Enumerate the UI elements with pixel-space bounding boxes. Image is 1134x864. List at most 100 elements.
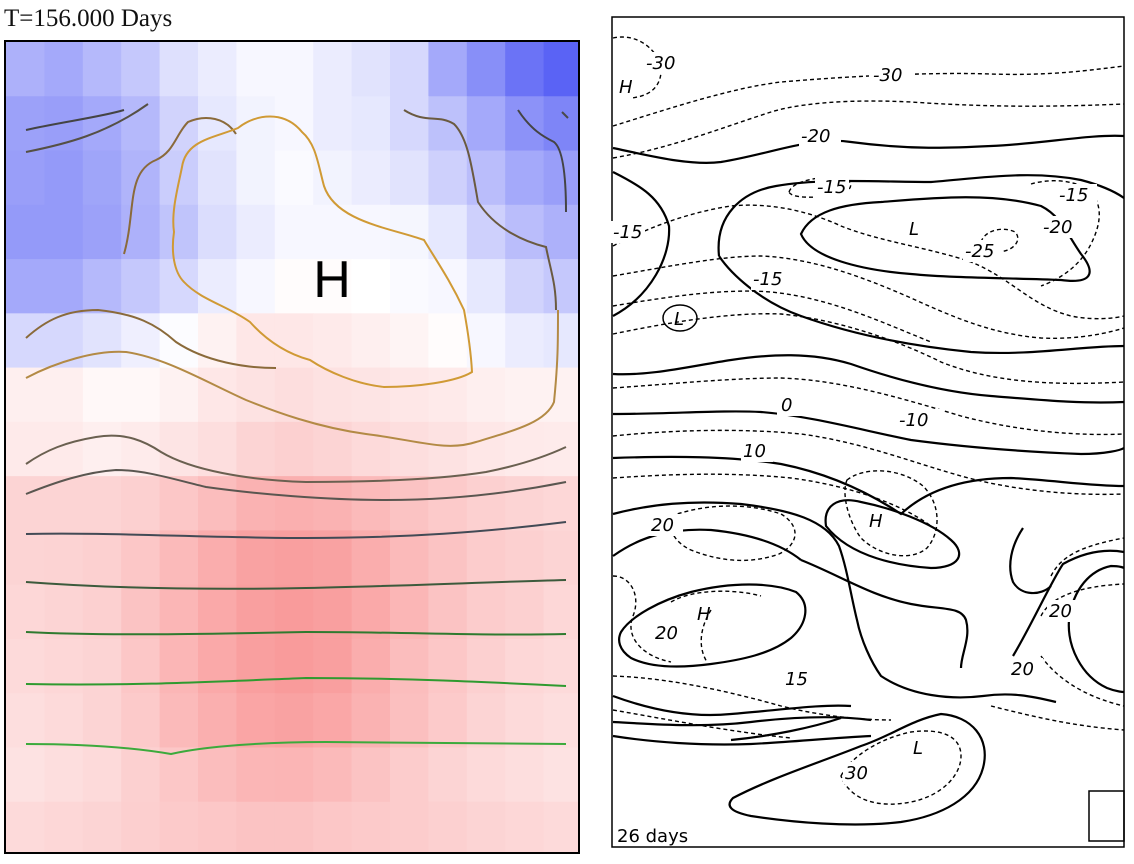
temperature-heatmap-panel: H (4, 40, 580, 854)
heatmap-cell (236, 476, 276, 531)
heatmap-cell (543, 747, 578, 803)
contour-label: 30 (845, 763, 868, 784)
heatmap-cell (198, 476, 237, 531)
contour-line (25, 434, 567, 484)
heatmap-cell (6, 421, 45, 477)
heatmap-cell (390, 259, 429, 314)
heatmap-cell (351, 96, 391, 152)
contour-line (25, 109, 125, 131)
heatmap-cell (505, 693, 545, 749)
contour-line (25, 103, 149, 153)
solid-contour (612, 694, 852, 717)
dashed-contour (1040, 655, 1125, 707)
heatmap-cell (505, 150, 545, 206)
heatmap-cell (159, 693, 199, 749)
dashed-contour (1040, 583, 1125, 617)
heatmap-cell (390, 150, 429, 206)
heatmap-cell (44, 150, 84, 206)
dashed-contour (1050, 537, 1125, 577)
heatmap-cell (82, 584, 122, 640)
heatmap-cell (159, 204, 199, 260)
heatmap-cell (6, 801, 45, 852)
heatmap-cell (159, 801, 199, 852)
solid-contour (1067, 619, 1125, 694)
heatmap-cell (198, 367, 237, 423)
heatmap-cell (44, 693, 84, 749)
heatmap-cell (428, 421, 468, 477)
solid-contour (730, 716, 842, 742)
heatmap-cell (466, 259, 506, 314)
contour-label: -20 (1043, 217, 1072, 238)
heatmap-cell (236, 747, 276, 803)
heatmap-cell (121, 584, 161, 640)
heatmap-cell (543, 150, 578, 206)
heatmap-cell (466, 421, 506, 477)
dashed-contour (612, 313, 1125, 385)
dashed-contour (612, 675, 892, 721)
heatmap-cell (236, 530, 276, 586)
dashed-contour (612, 575, 672, 663)
contour-line (517, 109, 567, 213)
solid-contour (612, 501, 1057, 704)
contour-line (25, 468, 567, 502)
heatmap-cell (44, 313, 84, 369)
heatmap-cell (505, 747, 545, 803)
dashed-contour (612, 290, 932, 343)
contour-line (25, 676, 567, 687)
heatmap-cell (390, 801, 429, 852)
map-frame (611, 16, 1125, 848)
heatmap-cell (390, 530, 429, 586)
heatmap-cell (466, 313, 506, 369)
heatmap-cell (236, 801, 276, 852)
heatmap-cell (6, 204, 45, 260)
solid-contour (612, 528, 802, 561)
dashed-contour (990, 705, 1125, 731)
low-pressure-label: L (909, 219, 919, 240)
heatmap-cell (466, 530, 506, 586)
heatmap-cell (274, 638, 314, 694)
high-pressure-label: H (313, 251, 351, 309)
heatmap-cell (351, 150, 391, 206)
heatmap-cell (198, 584, 237, 640)
circled-low-marker (662, 304, 698, 332)
heatmap-cell (159, 96, 199, 152)
heatmap-cell (466, 96, 506, 152)
solid-contour (612, 734, 872, 746)
solid-contour (612, 134, 1125, 164)
heatmap-cell (121, 367, 161, 423)
dashed-contour (670, 590, 762, 603)
dashed-contour (612, 204, 1125, 320)
contour-label: -15 (817, 177, 846, 198)
heatmap-cell (236, 259, 276, 314)
heatmap-cell (313, 476, 353, 531)
contour-label: -15 (1059, 185, 1088, 206)
heatmap-cell (121, 421, 161, 477)
low-pressure-label: L (913, 738, 923, 759)
contour-label: 20 (651, 515, 674, 536)
contour-label: -15 (753, 269, 782, 290)
heatmap-cell (466, 747, 506, 803)
heatmap-cell (44, 204, 84, 260)
time-footer: 26 days (617, 826, 688, 847)
heatmap-cell (82, 259, 122, 314)
heatmap-cell (236, 204, 276, 260)
heatmap-cell (351, 693, 391, 749)
heatmap-cell (121, 476, 161, 531)
heatmap-cell (44, 801, 84, 852)
heatmap-cell (159, 476, 199, 531)
low-pressure-label: L (674, 309, 684, 330)
heatmap-cell (274, 150, 314, 206)
heatmap-cell (274, 476, 314, 531)
dashed-contour (612, 377, 1125, 436)
heatmap-cell (505, 584, 545, 640)
contour-line (25, 521, 567, 540)
heatmap-cell (6, 584, 45, 640)
contour-map-panel: H -30 -30 -20 -15 -15 -15 L -25 -20 -15 … (611, 16, 1127, 856)
heatmap-cell (6, 96, 45, 152)
heatmap-cell (543, 693, 578, 749)
heatmap-cell (274, 801, 314, 852)
dashed-contour (612, 709, 792, 739)
dashed-contour (844, 470, 938, 557)
heatmap-cell (313, 259, 353, 314)
heatmap-cell (466, 367, 506, 423)
